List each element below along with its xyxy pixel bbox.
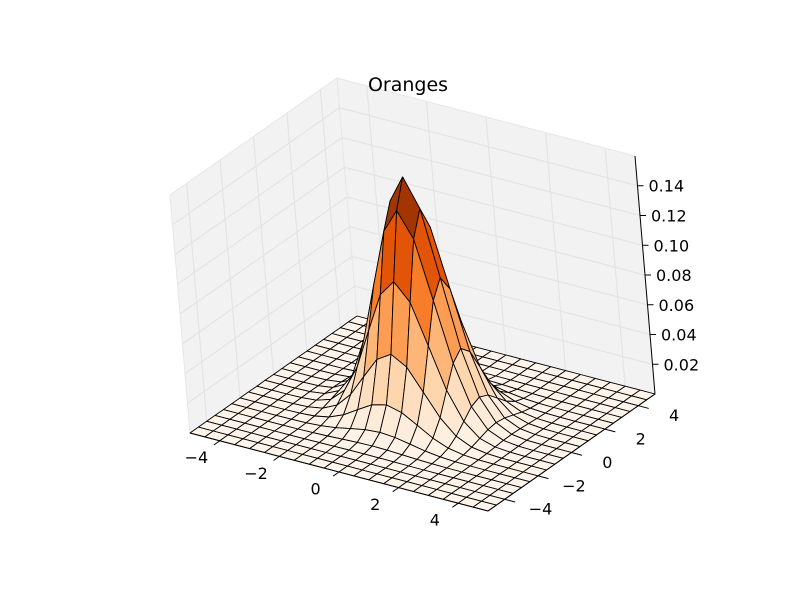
x-tick-label: −4 xyxy=(185,448,209,467)
y-tick-label: −4 xyxy=(529,500,553,519)
y-tick-mark xyxy=(604,428,616,433)
y-tick-label: 2 xyxy=(636,430,646,449)
surface-mesh xyxy=(189,176,656,512)
y-tick-mark xyxy=(537,475,549,480)
y-tick-mark xyxy=(571,452,583,456)
z-tick-label: 0.12 xyxy=(651,207,687,226)
z-tick-label: 0.06 xyxy=(659,296,695,315)
x-tick-mark xyxy=(452,502,459,508)
chart-title: Oranges xyxy=(368,74,448,96)
y-tick-label: −2 xyxy=(562,476,586,495)
x-tick-label: 0 xyxy=(311,479,321,498)
gridline-y xyxy=(252,136,275,375)
x-tick-label: 2 xyxy=(370,495,380,514)
y-tick-mark xyxy=(638,405,649,409)
gridline-y xyxy=(219,159,241,398)
gridline-y xyxy=(319,89,341,328)
gridline-y xyxy=(186,183,208,422)
z-tick-label: 0.14 xyxy=(649,177,685,196)
gridline-x xyxy=(604,148,626,387)
gridline-x xyxy=(545,132,567,371)
x-tick-label: 4 xyxy=(430,511,440,530)
x-tick-mark xyxy=(392,487,399,493)
z-tick-label: 0.08 xyxy=(656,266,692,285)
tick-marks: −4 −2 0 2 4 −4 −2 0 2 4 0.02 0.04 0.06 0.08 0.10 0.12 0.… xyxy=(185,177,700,530)
gridline-y xyxy=(286,113,308,352)
y-tick-mark xyxy=(504,498,516,503)
z-tick-label: 0.10 xyxy=(654,236,690,255)
y-tick-label: 4 xyxy=(669,406,679,425)
x-tick-label: −2 xyxy=(244,464,268,483)
z-tick-label: 0.04 xyxy=(661,326,697,345)
x-tick-mark xyxy=(213,440,221,446)
y-tick-label: 0 xyxy=(602,453,612,472)
z-tick-label: 0.02 xyxy=(664,355,700,374)
x-tick-mark xyxy=(273,455,280,461)
gridline-x xyxy=(485,116,507,356)
x-tick-mark xyxy=(332,471,340,477)
